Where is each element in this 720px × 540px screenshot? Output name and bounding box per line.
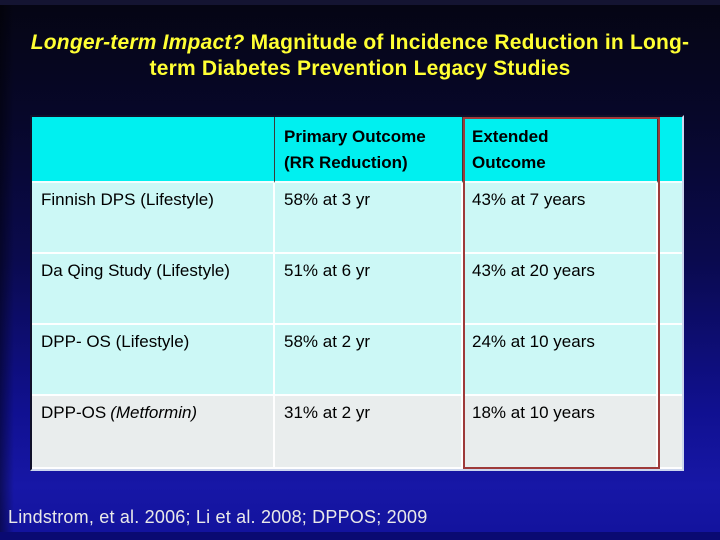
extended-outcome-cell: 18% at 10 years [463,396,658,469]
extended-outcome-cell: 43% at 20 years [463,254,658,325]
spacer-cell [658,254,682,325]
study-name-italic: (Metformin) [110,403,198,422]
primary-outcome-cell: 51% at 6 yr [275,254,463,325]
header-extended-line2: Outcome [472,153,546,173]
extended-outcome-cell: 24% at 10 years [463,325,658,396]
citation-text: Lindstrom, et al. 2006; Li et al. 2008; … [8,507,428,527]
spacer-cell [658,183,682,254]
primary-outcome-cell: 58% at 3 yr [275,183,463,254]
header-primary-line2: (RR Reduction) [284,153,408,173]
title-rest: Magnitude of Incidence Reduction in Long… [149,31,690,80]
slide-title: Longer-term Impact? Magnitude of Incidenc… [10,30,710,81]
title-lead-italic: Longer-term Impact? [30,31,245,54]
study-name: Da Qing Study (Lifestyle) [41,261,230,280]
spacer-cell [658,325,682,396]
study-cell: Finnish DPS (Lifestyle) [32,183,275,254]
header-primary-line1: Primary Outcome [284,127,426,146]
study-cell: DPP-OS (Metformin) [32,396,275,469]
header-cell-extended-outcome: Extended Outcome [463,117,658,183]
study-name: DPP- OS (Lifestyle) [41,332,190,351]
study-name: Finnish DPS (Lifestyle) [41,190,214,209]
header-extended-line1: Extended [472,127,549,146]
extended-outcome-cell: 43% at 7 years [463,183,658,254]
slide-top-edge [0,0,720,5]
study-cell: Da Qing Study (Lifestyle) [32,254,275,325]
header-cell-primary-outcome: Primary Outcome (RR Reduction) [275,117,463,183]
slide-bottom-edge [0,532,720,540]
primary-outcome-cell: 58% at 2 yr [275,325,463,396]
study-name: DPP-OS [41,403,107,422]
header-cell-spacer [658,117,682,183]
header-cell-study [32,117,275,183]
legacy-studies-table: Primary Outcome (RR Reduction) Extended … [30,115,684,471]
primary-outcome-cell: 31% at 2 yr [275,396,463,469]
study-cell: DPP- OS (Lifestyle) [32,325,275,396]
spacer-cell [658,396,682,469]
